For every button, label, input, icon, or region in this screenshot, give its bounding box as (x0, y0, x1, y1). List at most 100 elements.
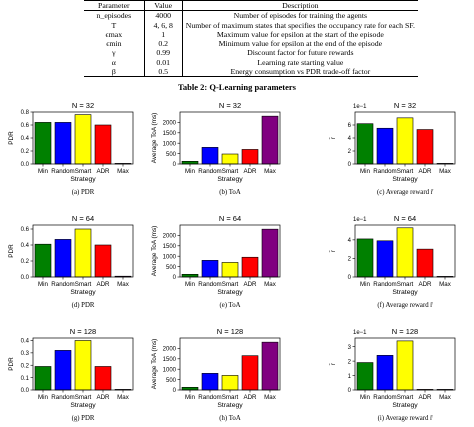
y-tick-label: 2000 (163, 121, 177, 127)
y-tick-label: 0.0 (21, 162, 30, 168)
x-tick-label: Smart (75, 168, 92, 175)
param-value: 0.99 (144, 48, 183, 58)
y-tick-label: 500 (166, 265, 177, 271)
y-tick-label: 2000 (163, 234, 177, 240)
x-tick-label: Smart (397, 168, 414, 175)
x-tick-label: Max (439, 281, 452, 288)
y-tick-label: 0.2 (21, 149, 30, 155)
x-tick-label: ADR (96, 281, 110, 288)
table-row: β 0.5 Energy consumption vs PDR trade-of… (84, 67, 418, 78)
y-tick-label: 0.0 (21, 275, 30, 281)
param-value: 4, 6, 8 (144, 20, 183, 30)
x-tick-label: Min (38, 168, 49, 175)
table-row: T 4, 6, 8 Number of maximum states that … (84, 20, 418, 30)
x-tick-label: Smart (397, 394, 414, 401)
y-tick-label: 0.1 (21, 376, 30, 382)
x-axis-label: Strategy (217, 289, 243, 296)
chart-title: N = 128 (392, 327, 418, 336)
chart-title: N = 32 (72, 101, 94, 110)
param-description: Number of maximum states that specifies … (185, 20, 415, 30)
x-tick-label: Random (198, 281, 221, 288)
bar-random (376, 355, 394, 391)
x-tick-label: Smart (222, 394, 239, 401)
x-tick-label: ADR (96, 168, 110, 175)
bar-max (261, 341, 279, 391)
y-tick-label: 500 (166, 152, 177, 158)
x-axis-label: Strategy (70, 289, 96, 296)
y-tick-label: 0.3 (21, 351, 30, 357)
header-value: Value (144, 0, 183, 12)
y-tick-label: 0 (348, 162, 352, 168)
y-tick-label: 0.4 (21, 136, 30, 142)
bar-adr (94, 244, 112, 278)
y-tick-label: 1000 (163, 141, 177, 147)
x-axis-label: Strategy (217, 176, 243, 183)
param-name: T (84, 20, 145, 30)
y-tick-label: 0 (348, 275, 352, 281)
x-tick-label: Random (51, 281, 74, 288)
figure-caption: (c) Average reward r̄ (377, 189, 434, 196)
bar-random (54, 350, 72, 391)
x-tick-label: Max (439, 168, 452, 175)
bar-random (376, 127, 394, 165)
bar-min (181, 273, 199, 278)
param-value: 0.2 (144, 39, 183, 49)
x-tick-label: ADR (96, 394, 110, 401)
bar-max (261, 228, 279, 278)
param-name: β (84, 67, 145, 78)
y-tick-label: 1500 (163, 244, 177, 250)
bar-smart (74, 114, 92, 165)
y-tick-label: 0.0 (21, 388, 30, 394)
y-tick-label: 0.6 (21, 227, 30, 233)
axis-offset-label: 1e−1 (353, 217, 367, 223)
x-tick-label: Random (373, 281, 396, 288)
param-value: 1 (144, 29, 183, 40)
x-tick-label: ADR (418, 168, 432, 175)
y-tick-label: 0.2 (21, 363, 30, 369)
bar-adr (416, 248, 434, 278)
y-tick-label: 0 (173, 388, 177, 394)
table-row: ϵmin 0.2 Minimum value for epsilon at th… (84, 39, 418, 49)
y-tick-label: 2000 (163, 347, 177, 353)
header-description: Description (182, 0, 418, 12)
x-tick-label: Min (185, 394, 196, 401)
parameter-table: Parameter Value Description n_episodes 4… (84, 0, 418, 78)
y-axis-label: PDR (8, 244, 15, 258)
figure-caption: (i) Average reward r̄ (378, 415, 434, 422)
chart-title: N = 128 (70, 327, 96, 336)
x-tick-label: Max (264, 168, 277, 175)
y-tick-label: 0 (173, 275, 177, 281)
chart-title: N = 32 (219, 101, 241, 110)
param-name: ϵmin (84, 39, 145, 49)
bar-min (34, 122, 52, 165)
table-row: ϵmax 1 Maximum value for epsilon at the … (84, 29, 418, 40)
y-axis-label: r̄ (329, 362, 337, 365)
bar-smart (396, 117, 414, 165)
x-tick-label: Smart (397, 281, 414, 288)
x-tick-label: Min (360, 281, 371, 288)
param-description: Number of episodes for training the agen… (233, 11, 368, 21)
x-tick-label: Smart (222, 281, 239, 288)
x-tick-label: Min (38, 394, 49, 401)
y-axis-label: r̄ (329, 136, 337, 139)
y-tick-label: 2 (348, 359, 352, 365)
y-tick-label: 4 (348, 136, 352, 142)
x-tick-label: Max (264, 281, 277, 288)
param-description: Learning rate starting value (257, 57, 344, 67)
bar-adr (416, 129, 434, 165)
bar-smart (221, 153, 239, 165)
param-description: Energy consumption vs PDR trade-off fact… (182, 67, 418, 78)
y-tick-label: 0 (348, 388, 352, 394)
y-tick-label: 500 (166, 378, 177, 384)
param-name: n_episodes (84, 10, 145, 21)
y-tick-label: 2 (348, 149, 352, 155)
x-tick-label: Smart (75, 394, 92, 401)
y-tick-label: 0.8 (21, 110, 30, 116)
x-tick-label: Smart (222, 168, 239, 175)
figure-caption: (h) ToA (219, 415, 241, 422)
x-tick-label: Max (264, 394, 277, 401)
bar-random (201, 260, 219, 278)
y-tick-label: 1000 (163, 254, 177, 260)
x-tick-label: Random (51, 394, 74, 401)
chart-title: N = 128 (217, 327, 243, 336)
